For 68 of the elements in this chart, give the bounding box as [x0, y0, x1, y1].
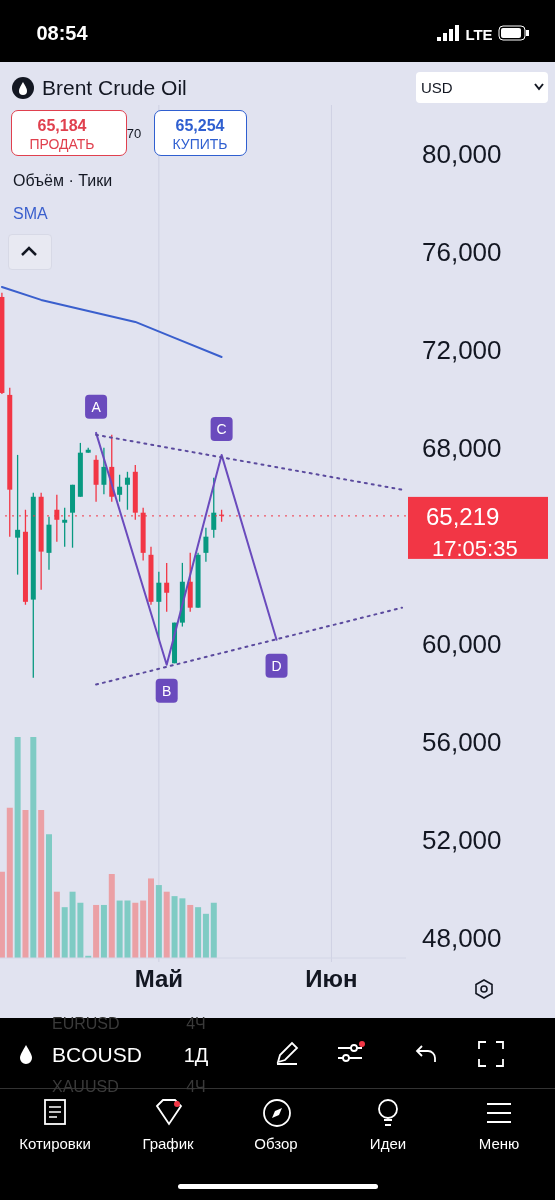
- text: EURUSD: [52, 1015, 120, 1032]
- candlestick: [101, 447, 107, 495]
- annotation: 65,254: [175, 117, 225, 134]
- bar: [132, 902, 139, 958]
- y-tick-label: 68,000: [422, 433, 502, 464]
- bar: [53, 891, 60, 958]
- bar: [163, 891, 170, 958]
- text: LTE: [465, 26, 493, 43]
- y-tick-label: 80,000: [422, 139, 502, 170]
- bar: [202, 913, 209, 958]
- y-tick-label: 72,000: [422, 335, 502, 366]
- candlestick: [203, 527, 209, 563]
- bar: [14, 737, 21, 958]
- chart-title: Brent Crude Oil: [42, 76, 187, 99]
- bar: [38, 809, 45, 958]
- candlestick: [15, 454, 21, 576]
- annotation: 70: [126, 126, 142, 141]
- bar: [30, 737, 37, 958]
- candlestick: [117, 474, 123, 503]
- text: Меню: [478, 1135, 520, 1152]
- text: XAUUSD: [52, 1078, 119, 1095]
- bar: [93, 904, 100, 958]
- y-tick-label: 52,000: [422, 824, 502, 855]
- bar: [108, 874, 115, 958]
- annotation: Объём · Тики: [13, 172, 113, 189]
- bar: [187, 904, 194, 958]
- bar: [210, 902, 217, 958]
- text: USD: [421, 79, 453, 96]
- y-tick-label: 48,000: [422, 922, 502, 953]
- text: 1Д: [183, 1044, 209, 1066]
- bar: [46, 834, 53, 958]
- x-tick-label: Июн: [305, 965, 358, 993]
- candlestick: [124, 471, 130, 511]
- text: Обзор: [254, 1135, 298, 1152]
- bar: [195, 907, 202, 958]
- x-tick-label: Май: [134, 965, 184, 993]
- annotation: КУПИТЬ: [172, 136, 228, 152]
- candlestick: [164, 562, 170, 613]
- bar: [61, 907, 68, 958]
- text: Идеи: [369, 1135, 407, 1152]
- text: 17:05:35: [432, 536, 518, 561]
- text: 4Ч: [186, 1078, 206, 1095]
- bar: [100, 904, 107, 958]
- data-label: D: [271, 657, 282, 674]
- data-label: B: [162, 682, 172, 699]
- bar: [140, 900, 147, 958]
- annotation: 65,184: [37, 117, 87, 134]
- bar: [22, 809, 29, 958]
- bar: [155, 885, 162, 958]
- line-series: [0, 285, 223, 358]
- text: Котировки: [19, 1135, 91, 1152]
- y-tick-label: 60,000: [422, 628, 502, 659]
- candlestick: [211, 477, 217, 539]
- bar: [0, 871, 5, 958]
- data-label: C: [216, 420, 227, 437]
- text: SMA: [13, 205, 48, 222]
- ref-line-label: 65,219: [426, 502, 500, 530]
- annotation: ПРОДАТЬ: [29, 136, 95, 152]
- bar: [6, 807, 13, 958]
- text: 08:54: [36, 22, 89, 44]
- data-label: A: [91, 398, 102, 415]
- y-tick-label: 76,000: [422, 237, 502, 268]
- text: 4Ч: [186, 1015, 206, 1032]
- y-tick-label: 56,000: [422, 726, 502, 757]
- text: BCOUSD: [52, 1043, 142, 1066]
- bar: [148, 878, 155, 958]
- candlestick: [62, 507, 68, 548]
- text: График: [142, 1135, 195, 1152]
